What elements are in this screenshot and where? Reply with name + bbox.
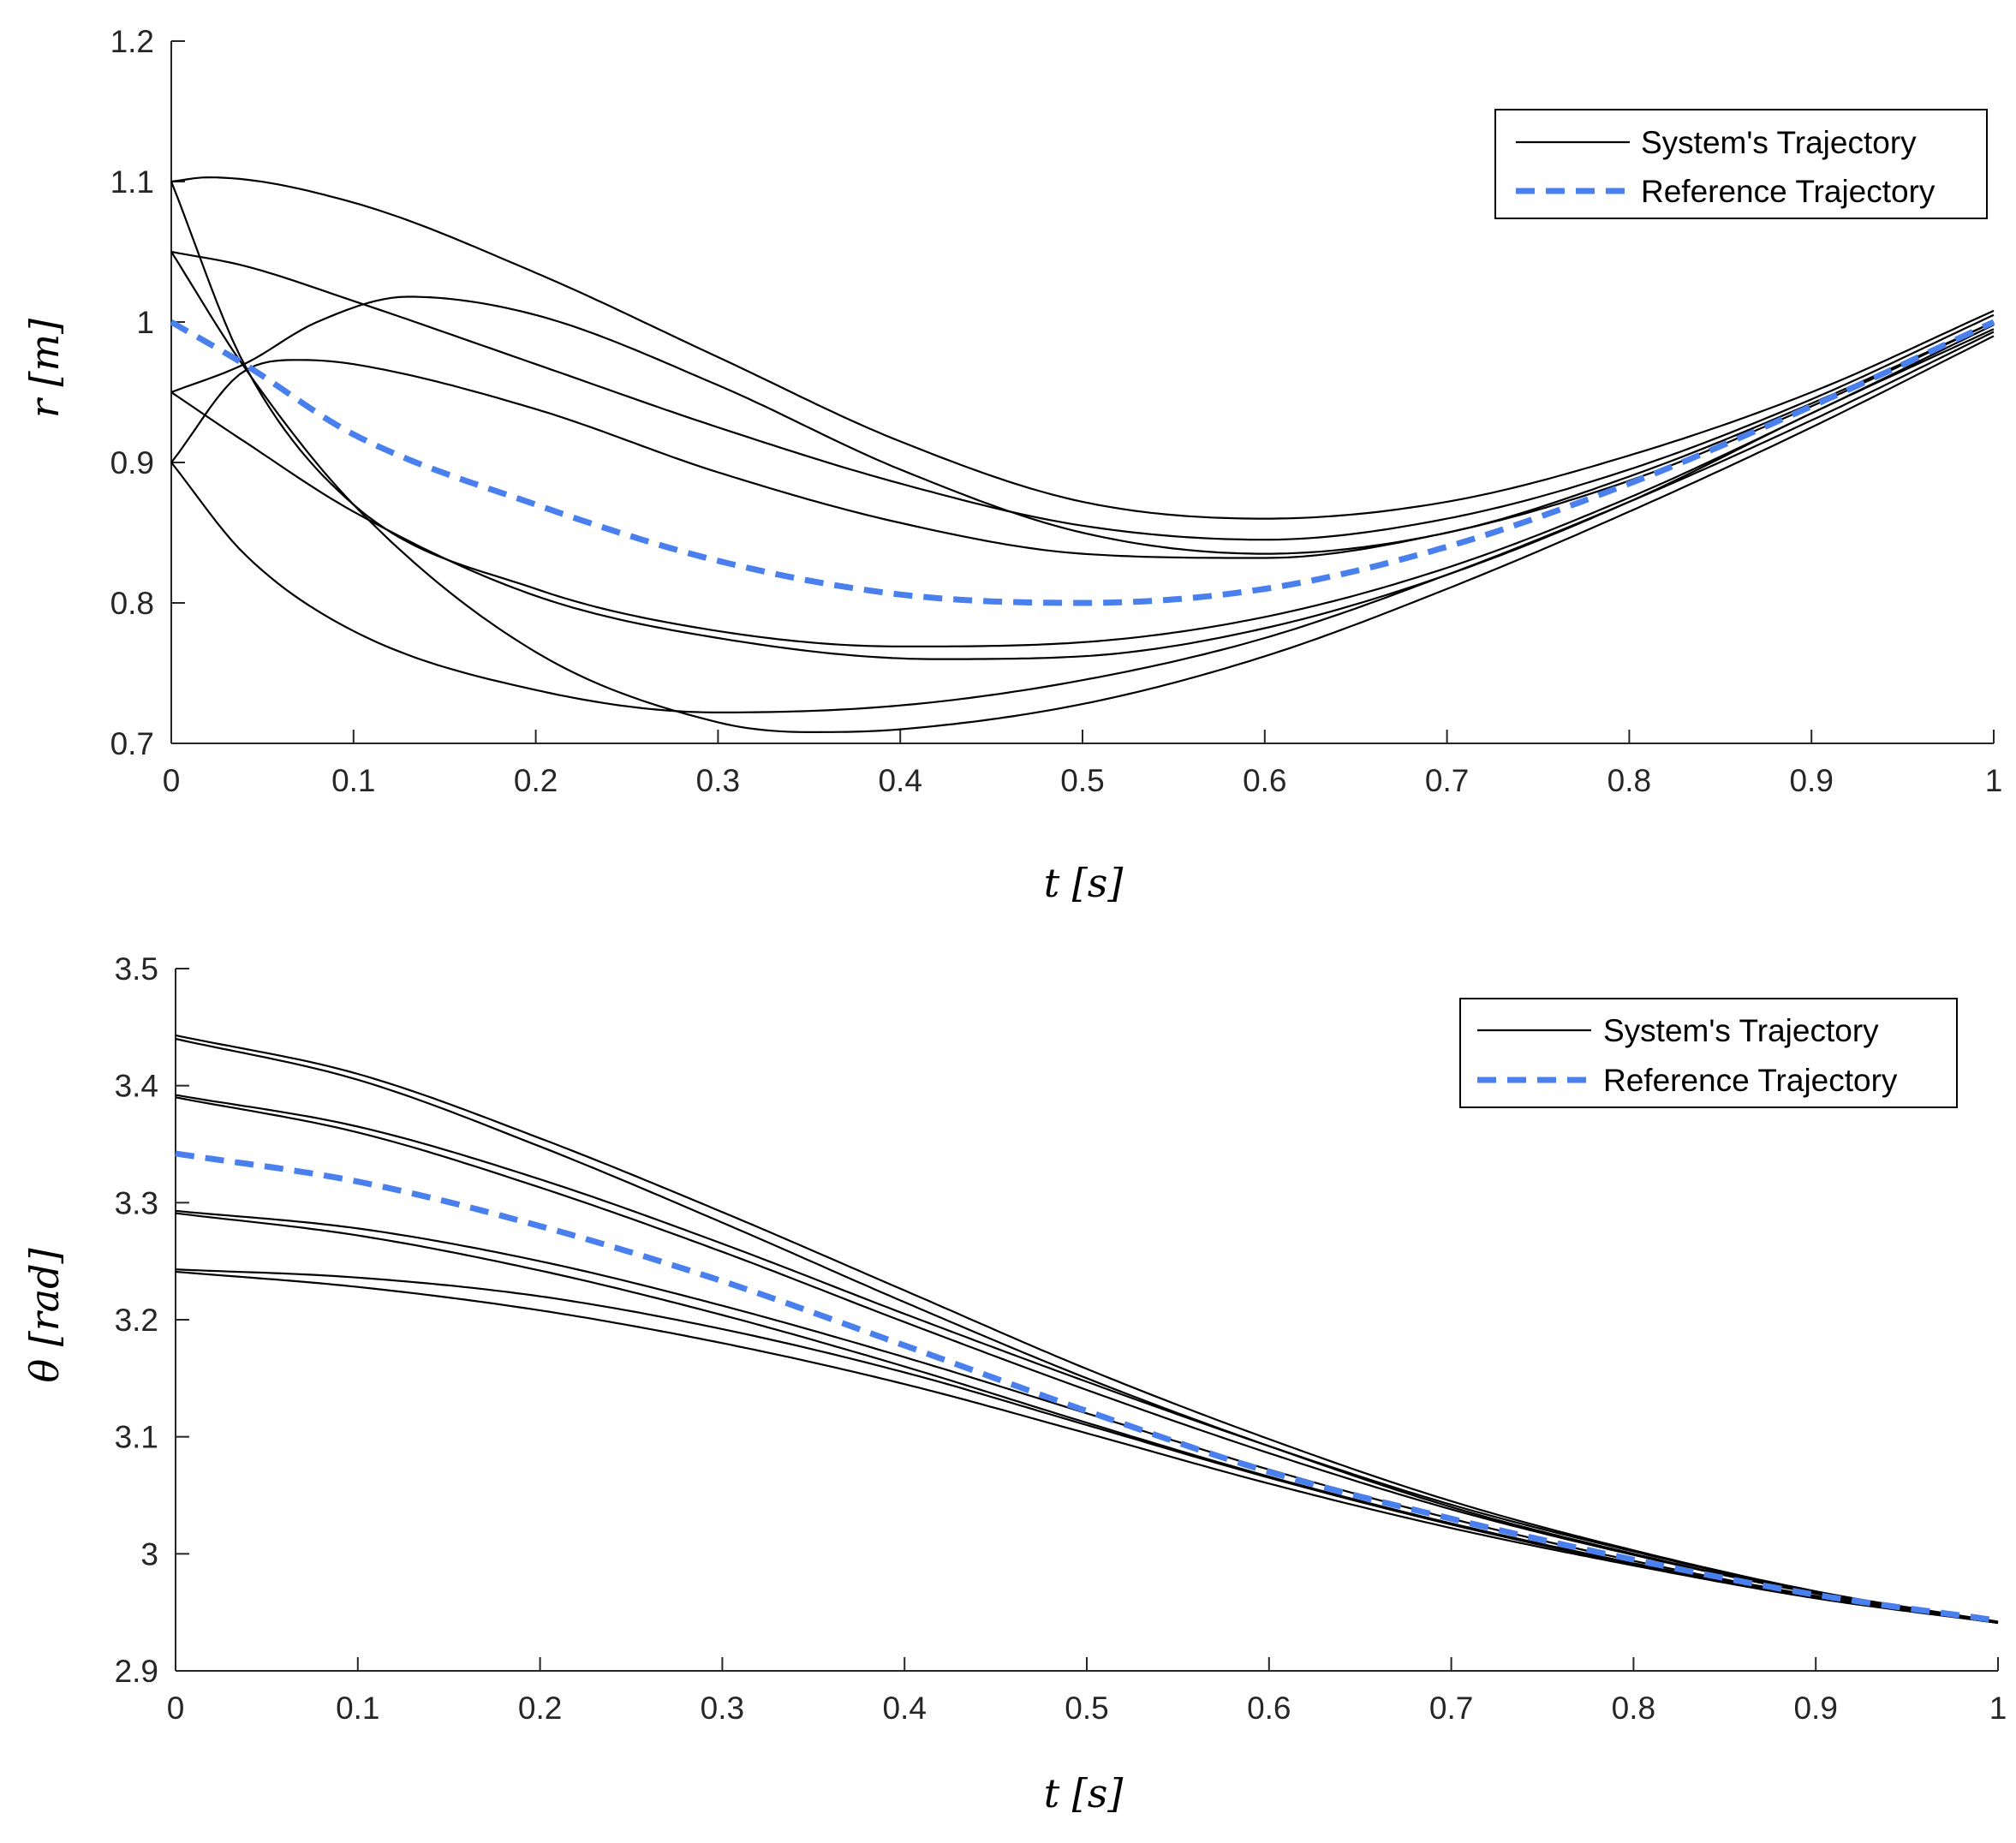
x-tick-label: 0.5 — [1065, 1691, 1108, 1726]
x-tick-label: 0.6 — [1247, 1691, 1291, 1726]
y-tick-label: 3 — [140, 1536, 158, 1572]
system-trajectory-line-2 — [175, 1094, 1999, 1623]
y-axis-label: r [m] — [21, 319, 68, 418]
system-trajectory-line-5 — [170, 181, 1995, 647]
system-trajectory-line-2 — [170, 250, 1995, 541]
x-tick-label: 1 — [1985, 763, 2003, 798]
x-axis-label: t [s] — [1044, 1770, 1124, 1816]
legend-system-label: System's Trajectory — [1603, 1013, 1879, 1048]
legend-box — [1494, 109, 1988, 219]
x-tick-label: 0 — [163, 763, 181, 798]
y-tick-label: 2.9 — [115, 1654, 158, 1689]
y-tick-label: 3.3 — [115, 1185, 158, 1220]
x-tick-label: 0.7 — [1425, 763, 1469, 798]
x-tick-label: 0.9 — [1793, 1691, 1837, 1726]
reference-trajectory-line — [170, 319, 1995, 606]
y-tick-label: 1.2 — [110, 24, 154, 59]
system-trajectory-line-7 — [175, 1268, 1999, 1625]
x-tick-label: 0.6 — [1243, 763, 1286, 798]
system-trajectory-line-7 — [170, 251, 1995, 733]
y-tick-label: 1 — [136, 305, 154, 340]
x-tick-label: 0.7 — [1429, 1691, 1473, 1726]
system-trajectory-line-1 — [170, 176, 1995, 520]
y-tick-label: 0.8 — [110, 586, 154, 621]
y-axis-label: θ [rad] — [21, 1248, 68, 1382]
system-trajectory-line-6 — [170, 328, 1995, 660]
x-tick-label: 0.1 — [331, 763, 375, 798]
system-trajectory-line-8 — [175, 1270, 1999, 1625]
y-tick-label: 3.2 — [115, 1303, 158, 1338]
y-tick-label: 0.7 — [110, 726, 154, 761]
x-tick-label: 0.8 — [1607, 763, 1651, 798]
legend: System's Trajectory Reference Trajectory — [1459, 998, 1958, 1108]
theta-chart: t [s] θ [rad] 0 0.1 0.2 0.3 0.4 0.5 0.6 0.7 0.8 0… — [21, 951, 2007, 1816]
x-tick-label: 0.8 — [1612, 1691, 1655, 1726]
system-trajectory-line-5 — [175, 1209, 1999, 1625]
y-tick-label: 1.1 — [110, 164, 154, 200]
legend-system-label: System's Trajectory — [1641, 125, 1917, 160]
system-trajectory-line-1 — [175, 1034, 1999, 1623]
x-tick-label: 0.3 — [701, 1691, 744, 1726]
legend: System's Trajectory Reference Trajectory — [1494, 109, 1988, 219]
x-tick-label: 1 — [1989, 1691, 2007, 1726]
x-axis-label: t [s] — [1044, 860, 1124, 906]
legend-reference-label: Reference Trajectory — [1603, 1063, 1898, 1098]
x-tick-label: 0.3 — [696, 763, 740, 798]
legend-reference-label: Reference Trajectory — [1641, 174, 1935, 209]
x-tick-label: 0.2 — [518, 1691, 562, 1726]
reference-trajectory-line — [175, 1150, 1999, 1624]
y-tick-label: 3.1 — [115, 1420, 158, 1455]
system-trajectory-line-3 — [170, 295, 1995, 555]
r-chart: t [s] r [m] 0 0.1 0.2 0.3 0.4 0.5 0.6 0.7 0.8 0.9… — [21, 24, 2002, 906]
y-tick-label: 3.4 — [115, 1069, 158, 1104]
system-trajectory-line-8 — [170, 331, 1995, 713]
y-tick-label: 0.9 — [110, 445, 154, 480]
legend-box — [1459, 998, 1958, 1108]
system-trajectory-line-4 — [175, 1096, 1999, 1625]
x-tick-label: 0.4 — [882, 1691, 926, 1726]
x-tick-label: 0.9 — [1789, 763, 1833, 798]
x-tick-label: 0.5 — [1060, 763, 1104, 798]
x-tick-label: 0.2 — [514, 763, 558, 798]
x-tick-label: 0.1 — [336, 1691, 379, 1726]
x-tick-label: 0 — [167, 1691, 185, 1726]
y-tick-label: 3.5 — [115, 951, 158, 987]
x-tick-label: 0.4 — [878, 763, 922, 798]
